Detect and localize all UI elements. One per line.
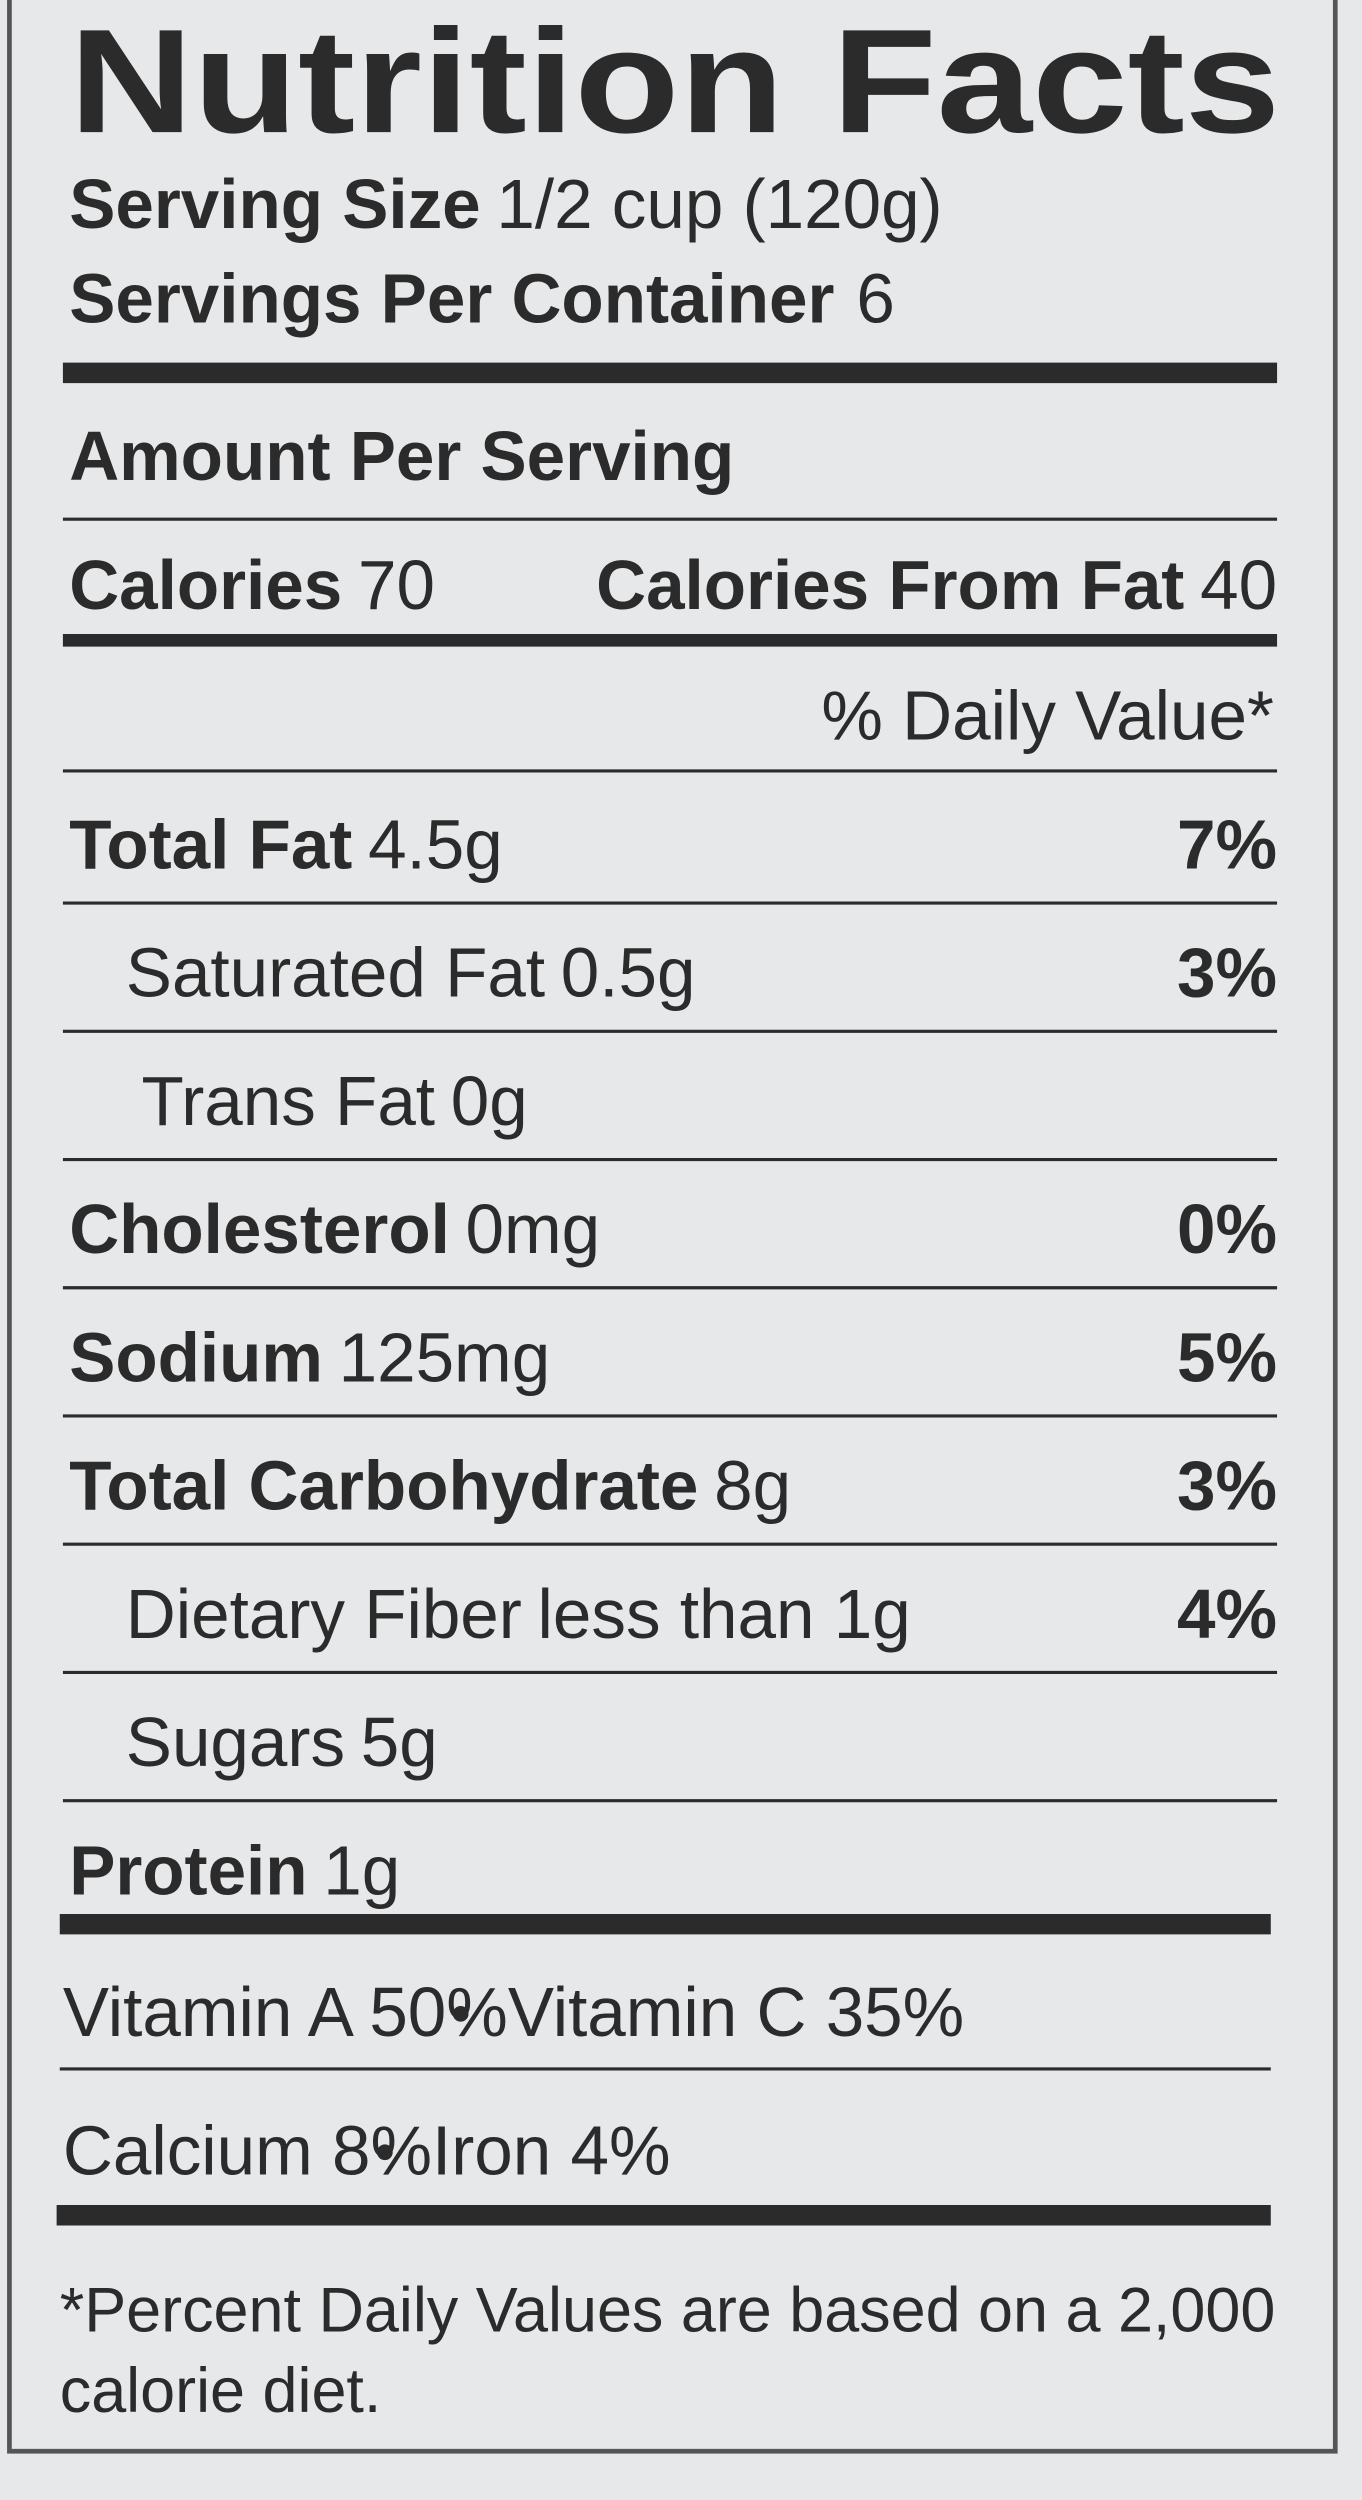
nutrient-amount: 8g <box>714 1447 791 1525</box>
value: 40 <box>1200 546 1277 624</box>
nutrient-name: Sodium <box>69 1318 323 1396</box>
nutrient: Total Fat 4.5g <box>69 805 503 883</box>
daily-value-header: % Daily Value* <box>821 676 1274 754</box>
daily-value: 3% <box>1177 934 1277 1012</box>
nutrient-amount: 4.5g <box>368 805 503 883</box>
nutrient: Trans Fat 0g <box>142 1062 528 1140</box>
footnote: *Percent Daily Values are based on a 2,0… <box>60 2276 1276 2346</box>
bullet <box>452 2005 469 2022</box>
vitamin: Vitamin A 50% <box>63 1973 508 2051</box>
nutrients: Total Fat 4.5g 7% Saturated Fat 0.5g 3% Trans … <box>62 805 1278 1909</box>
nutrient: Total Carbohydrate 8g <box>69 1447 791 1525</box>
label: Servings Per Container <box>69 260 834 338</box>
label: Calories <box>69 546 342 624</box>
nutrient-name: Trans Fat <box>142 1062 435 1140</box>
calories: Calories 70 <box>69 546 435 624</box>
nutrient-name: Cholesterol <box>69 1190 450 1268</box>
nutrient-amount: 0g <box>451 1062 528 1140</box>
label: Calories From Fat <box>596 546 1184 624</box>
nutrient-amount: less than 1g <box>538 1575 911 1653</box>
serving-size: Serving Size 1/2 cup (120g) <box>69 165 942 243</box>
bullet <box>377 2144 393 2161</box>
nutrient: Cholesterol 0mg <box>69 1190 600 1268</box>
nutrient-name: Saturated Fat <box>126 934 545 1012</box>
label: Serving Size <box>69 165 480 243</box>
nutrient: Protein 1g <box>69 1831 400 1909</box>
nutrient-amount: 0.5g <box>561 934 696 1012</box>
nutrient-name: Dietary Fiber <box>126 1575 522 1653</box>
nutrient-amount: 125mg <box>339 1318 551 1396</box>
daily-value: 0% <box>1177 1190 1277 1268</box>
nutrient: Saturated Fat 0.5g <box>126 934 696 1012</box>
value: 70 <box>358 546 435 624</box>
nutrient-amount: 5g <box>361 1703 438 1781</box>
daily-value: 3% <box>1177 1447 1277 1525</box>
nutrient-name: Total Carbohydrate <box>69 1447 698 1525</box>
daily-value: 5% <box>1177 1318 1277 1396</box>
vitamin-line: Vitamin A 50%Vitamin C 35% <box>63 1973 964 2051</box>
daily-value: 4% <box>1177 1575 1277 1653</box>
vitamin: Iron 4% <box>432 2111 670 2189</box>
nutrient-name: Total Fat <box>69 805 352 883</box>
nutrient-name: Sugars <box>126 1703 345 1781</box>
nutrient: Sugars 5g <box>126 1703 438 1781</box>
nutrient-amount: 1g <box>323 1831 400 1909</box>
amount-per-serving: Amount Per Serving <box>69 417 734 495</box>
nutrient: Dietary Fiber less than 1g <box>126 1575 911 1653</box>
nutrient-amount: 0mg <box>466 1190 601 1268</box>
footnote: calorie diet. <box>60 2356 382 2426</box>
servings: Servings Per Container 6 <box>69 260 895 338</box>
calories-from-fat: Calories From Fat 40 <box>596 546 1277 624</box>
nutrient-name: Protein <box>69 1831 307 1909</box>
value: 6 <box>856 260 894 338</box>
daily-value: 7% <box>1177 805 1277 883</box>
vitamin: Vitamin C 35% <box>508 1973 964 2051</box>
vitamin: Calcium 8% <box>63 2111 432 2189</box>
border <box>7 0 1338 2454</box>
nutrient: Sodium 125mg <box>69 1318 550 1396</box>
vitamins: Vitamin A 50%Vitamin C 35% Calcium 8%Iron… <box>63 1973 964 2189</box>
vitamin-line: Calcium 8%Iron 4% <box>63 2111 671 2189</box>
value: 1/2 cup (120g) <box>496 165 942 243</box>
title: Nutrition Facts <box>69 0 1280 164</box>
